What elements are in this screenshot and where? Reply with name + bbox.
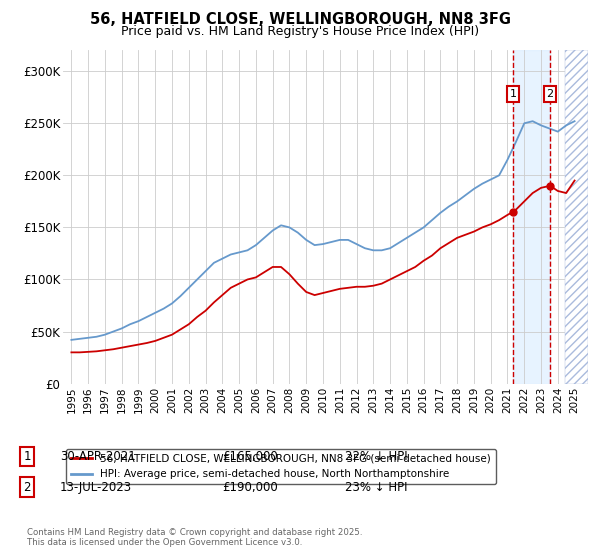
Text: 1: 1 [23, 450, 31, 463]
Text: 2: 2 [23, 480, 31, 494]
Text: Price paid vs. HM Land Registry's House Price Index (HPI): Price paid vs. HM Land Registry's House … [121, 25, 479, 38]
Bar [565, 50, 588, 384]
Text: 13-JUL-2023: 13-JUL-2023 [60, 480, 132, 494]
Text: 23% ↓ HPI: 23% ↓ HPI [345, 480, 407, 494]
Text: £190,000: £190,000 [222, 480, 278, 494]
Text: 2: 2 [547, 89, 554, 99]
Bar [565, 50, 588, 384]
Text: Contains HM Land Registry data © Crown copyright and database right 2025.
This d: Contains HM Land Registry data © Crown c… [27, 528, 362, 547]
Text: £165,000: £165,000 [222, 450, 278, 463]
Text: 56, HATFIELD CLOSE, WELLINGBOROUGH, NN8 3FG: 56, HATFIELD CLOSE, WELLINGBOROUGH, NN8 … [89, 12, 511, 27]
Text: 30-APR-2021: 30-APR-2021 [60, 450, 136, 463]
Bar [513, 50, 550, 384]
Legend: 56, HATFIELD CLOSE, WELLINGBOROUGH, NN8 3FG (semi-detached house), HPI: Average : 56, HATFIELD CLOSE, WELLINGBOROUGH, NN8 … [65, 449, 496, 484]
Text: 1: 1 [509, 89, 517, 99]
Text: 22% ↓ HPI: 22% ↓ HPI [345, 450, 407, 463]
